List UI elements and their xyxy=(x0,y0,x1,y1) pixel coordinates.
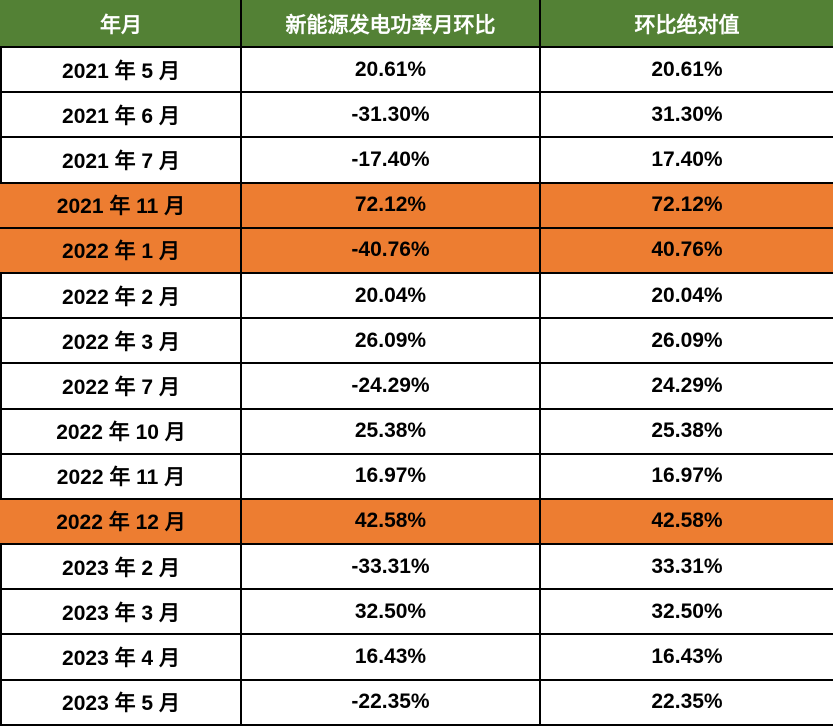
table-row: 2022 年 7 月 -24.29% 24.29% xyxy=(0,362,833,410)
cell-abs: 16.97% xyxy=(539,452,833,500)
cell-mom: -40.76% xyxy=(240,226,541,274)
cell-abs: 25.38% xyxy=(539,407,833,455)
cell-month: 2023 年 5 月 xyxy=(0,678,242,726)
cell-abs: 31.30% xyxy=(539,91,833,139)
cell-abs: 40.76% xyxy=(539,226,833,274)
cell-abs: 24.29% xyxy=(539,362,833,410)
cell-month: 2022 年 3 月 xyxy=(0,317,242,365)
cell-abs: 26.09% xyxy=(539,317,833,365)
cell-mom: -24.29% xyxy=(240,362,541,410)
cell-month: 2022 年 7 月 xyxy=(0,362,242,410)
table-row: 2022 年 12 月 42.58% 42.58% xyxy=(0,497,833,546)
cell-mom: 16.43% xyxy=(240,633,541,681)
cell-month: 2021 年 5 月 xyxy=(0,45,242,94)
col-header-mom: 新能源发电功率月环比 xyxy=(240,0,541,48)
cell-mom: -17.40% xyxy=(240,136,541,184)
header-row: 年月 新能源发电功率月环比 环比绝对值 xyxy=(0,0,833,48)
table-row: 2022 年 10 月 25.38% 25.38% xyxy=(0,407,833,455)
cell-mom: -31.30% xyxy=(240,91,541,139)
cell-mom: 20.61% xyxy=(240,45,541,94)
cell-abs: 72.12% xyxy=(539,181,833,229)
cell-mom: 42.58% xyxy=(240,497,541,546)
table-row: 2021 年 11 月 72.12% 72.12% xyxy=(0,181,833,229)
table-row: 2023 年 3 月 32.50% 32.50% xyxy=(0,588,833,636)
cell-mom: -33.31% xyxy=(240,543,541,591)
cell-month: 2021 年 7 月 xyxy=(0,136,242,184)
cell-abs: 33.31% xyxy=(539,543,833,591)
cell-month: 2021 年 6 月 xyxy=(0,91,242,139)
table-row: 2022 年 3 月 26.09% 26.09% xyxy=(0,317,833,365)
table-row: 2021 年 6 月 -31.30% 31.30% xyxy=(0,91,833,139)
table-row: 2021 年 7 月 -17.40% 17.40% xyxy=(0,136,833,184)
cell-mom: 25.38% xyxy=(240,407,541,455)
cell-month: 2022 年 10 月 xyxy=(0,407,242,455)
cell-abs: 20.61% xyxy=(539,45,833,94)
table-row: 2022 年 2 月 20.04% 20.04% xyxy=(0,271,833,320)
cell-month: 2023 年 3 月 xyxy=(0,588,242,636)
col-header-month: 年月 xyxy=(0,0,242,48)
cell-mom: 20.04% xyxy=(240,271,541,320)
cell-abs: 17.40% xyxy=(539,136,833,184)
cell-month: 2023 年 2 月 xyxy=(0,543,242,591)
cell-mom: 72.12% xyxy=(240,181,541,229)
table-row: 2022 年 11 月 16.97% 16.97% xyxy=(0,452,833,500)
table-row: 2022 年 1 月 -40.76% 40.76% xyxy=(0,226,833,274)
cell-mom: 32.50% xyxy=(240,588,541,636)
table-row: 2023 年 5 月 -22.35% 22.35% xyxy=(0,678,833,726)
col-header-abs: 环比绝对值 xyxy=(539,0,833,48)
table-row: 2023 年 4 月 16.43% 16.43% xyxy=(0,633,833,681)
cell-abs: 20.04% xyxy=(539,271,833,320)
cell-abs: 32.50% xyxy=(539,588,833,636)
cell-month: 2023 年 4 月 xyxy=(0,633,242,681)
cell-mom: 16.97% xyxy=(240,452,541,500)
table-row: 2023 年 2 月 -33.31% 33.31% xyxy=(0,543,833,591)
cell-abs: 22.35% xyxy=(539,678,833,726)
cell-month: 2021 年 11 月 xyxy=(0,181,242,229)
cell-month: 2022 年 1 月 xyxy=(0,226,242,274)
cell-mom: -22.35% xyxy=(240,678,541,726)
cell-month: 2022 年 12 月 xyxy=(0,497,242,546)
cell-month: 2022 年 11 月 xyxy=(0,452,242,500)
cell-mom: 26.09% xyxy=(240,317,541,365)
cell-abs: 42.58% xyxy=(539,497,833,546)
cell-abs: 16.43% xyxy=(539,633,833,681)
table-row: 2021 年 5 月 20.61% 20.61% xyxy=(0,45,833,94)
cell-month: 2022 年 2 月 xyxy=(0,271,242,320)
